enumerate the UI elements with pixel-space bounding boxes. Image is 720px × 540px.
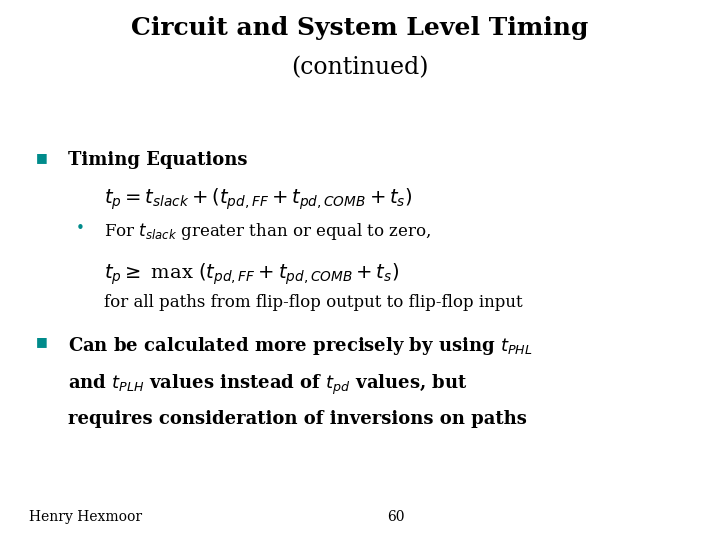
Text: ■: ■ bbox=[36, 335, 48, 348]
Text: Timing Equations: Timing Equations bbox=[68, 151, 248, 169]
Text: •: • bbox=[76, 221, 84, 237]
Text: and $t_{PLH}$ values instead of $t_{pd}$ values, but: and $t_{PLH}$ values instead of $t_{pd}$… bbox=[68, 373, 468, 397]
Text: Henry Hexmoor: Henry Hexmoor bbox=[29, 510, 142, 524]
Text: ■: ■ bbox=[36, 151, 48, 164]
Text: $t_p = t_{slack} + (t_{pd,FF} + t_{pd,COMB} + t_s)$: $t_p = t_{slack} + (t_{pd,FF} + t_{pd,CO… bbox=[104, 186, 413, 212]
Text: Can be calculated more precisely by using $t_{PHL}$: Can be calculated more precisely by usin… bbox=[68, 335, 533, 357]
Text: 60: 60 bbox=[387, 510, 405, 524]
Text: requires consideration of inversions on paths: requires consideration of inversions on … bbox=[68, 410, 527, 428]
Text: $t_p \geq$ max $(t_{pd,FF} + t_{pd,COMB} + t_s)$: $t_p \geq$ max $(t_{pd,FF} + t_{pd,COMB}… bbox=[104, 262, 400, 287]
Text: (continued): (continued) bbox=[292, 57, 428, 80]
Text: For $t_{slack}$ greater than or equal to zero,: For $t_{slack}$ greater than or equal to… bbox=[104, 221, 432, 242]
Text: for all paths from flip-flop output to flip-flop input: for all paths from flip-flop output to f… bbox=[104, 294, 523, 311]
Text: Circuit and System Level Timing: Circuit and System Level Timing bbox=[131, 16, 589, 40]
